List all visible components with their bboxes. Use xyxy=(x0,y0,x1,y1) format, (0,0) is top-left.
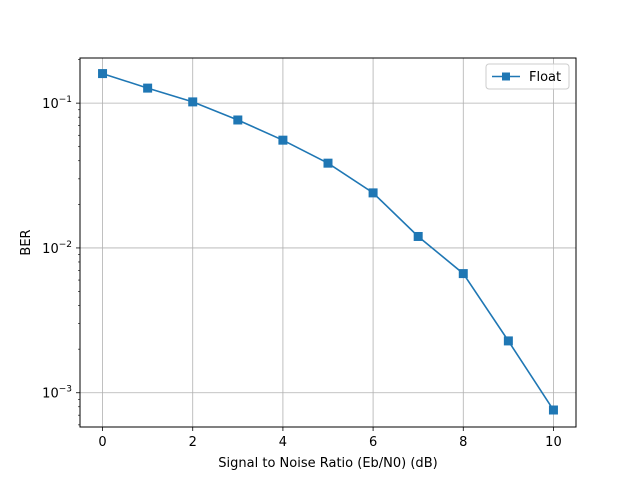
grid xyxy=(80,58,576,427)
y-axis-label: BER xyxy=(19,229,34,255)
data-point-marker xyxy=(503,336,513,346)
data-point-marker xyxy=(323,158,333,168)
series-layer xyxy=(98,69,558,415)
data-point-marker xyxy=(143,83,153,93)
data-point-marker xyxy=(458,269,468,279)
x-tick-label: 0 xyxy=(98,435,106,450)
y-tick-label-base: 10 xyxy=(42,387,59,402)
y-tick-label-base: 10 xyxy=(42,242,59,257)
y-tick-label: 10−2 xyxy=(42,240,72,257)
data-point-marker xyxy=(98,69,108,79)
x-tick-label: 2 xyxy=(189,435,197,450)
y-tick-label-exponent: −1 xyxy=(59,95,72,105)
data-point-marker xyxy=(368,188,378,198)
data-point-marker xyxy=(233,115,243,125)
plot-frame xyxy=(79,57,577,428)
y-axis-ticks: 10−310−210−1 xyxy=(42,59,80,426)
data-point-marker xyxy=(188,97,198,107)
y-tick-label-exponent: −3 xyxy=(59,385,72,395)
legend-square-marker xyxy=(502,72,510,81)
y-tick-label-base: 10 xyxy=(42,97,59,112)
x-axis-ticks: 0 2 4 6 8 10 xyxy=(98,427,562,450)
y-tick-label: 10−1 xyxy=(42,95,72,112)
x-axis-label: Signal to Noise Ratio (Eb/N0) (dB) xyxy=(218,456,437,471)
legend-label-float: Float xyxy=(529,70,561,85)
x-tick-label: 4 xyxy=(279,435,287,450)
x-tick-label: 6 xyxy=(369,435,377,450)
data-point-marker xyxy=(278,135,288,145)
data-point-marker xyxy=(413,231,423,241)
y-tick-label: 10−3 xyxy=(42,385,72,402)
y-tick-label-exponent: −2 xyxy=(59,240,72,250)
data-point-marker xyxy=(548,405,558,415)
x-tick-label: 10 xyxy=(545,435,562,450)
x-tick-label: 8 xyxy=(459,435,467,450)
legend-box xyxy=(485,63,570,90)
legend: Float xyxy=(485,63,570,90)
